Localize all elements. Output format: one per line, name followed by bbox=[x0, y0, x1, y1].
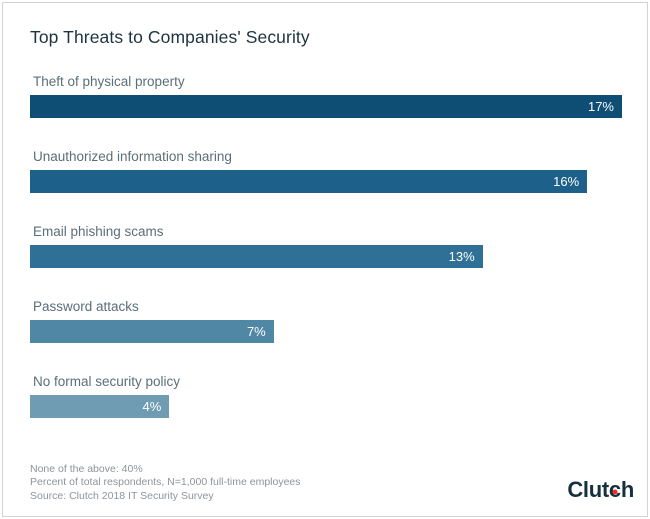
bar-value: 16% bbox=[553, 174, 580, 189]
footnote-respondents: Percent of total respondents, N=1,000 fu… bbox=[30, 476, 301, 488]
bar-row: Unauthorized information sharing 16% bbox=[30, 149, 622, 193]
chart-title: Top Threats to Companies' Security bbox=[30, 27, 310, 47]
bar-label: Email phishing scams bbox=[33, 224, 164, 239]
bar-value: 17% bbox=[587, 99, 614, 114]
bar-value: 13% bbox=[448, 249, 475, 264]
bar-label: No formal security policy bbox=[33, 374, 181, 389]
clutch-logo: Clutch bbox=[567, 479, 634, 503]
logo-text-end: h bbox=[620, 477, 634, 502]
bar: 17% bbox=[30, 95, 622, 118]
footnote-source: Source: Clutch 2018 IT Security Survey bbox=[30, 489, 214, 502]
bar: 7% bbox=[30, 320, 274, 343]
bar-row: Email phishing scams 13% bbox=[30, 224, 622, 268]
bar-rows: Theft of physical property 17% Unauthori… bbox=[30, 74, 622, 418]
bar: 4% bbox=[30, 395, 170, 418]
bar: 13% bbox=[30, 245, 483, 268]
bar-row: No formal security policy 4% bbox=[30, 374, 622, 418]
logo-text-start: Clut bbox=[567, 477, 609, 502]
bar-label: Unauthorized information sharing bbox=[33, 149, 232, 164]
bar-value: 7% bbox=[246, 324, 266, 339]
footer: None of the above: 40% Percent of total … bbox=[30, 463, 634, 504]
logo-letter-c: c bbox=[609, 479, 621, 501]
footnotes: None of the above: 40% Percent of total … bbox=[30, 463, 301, 504]
bar-label: Theft of physical property bbox=[33, 74, 185, 89]
bar-chart: Theft of physical property 17% Unauthori… bbox=[30, 74, 622, 418]
bar: 16% bbox=[30, 170, 588, 193]
logo-red-dot-icon bbox=[612, 489, 618, 495]
bar-row: Password attacks 7% bbox=[30, 299, 622, 343]
bar-value: 4% bbox=[142, 399, 162, 414]
bar-row: Theft of physical property 17% bbox=[30, 74, 622, 118]
footnote-none-of-above: None of the above: 40% bbox=[30, 462, 143, 475]
bar-label: Password attacks bbox=[33, 299, 139, 314]
